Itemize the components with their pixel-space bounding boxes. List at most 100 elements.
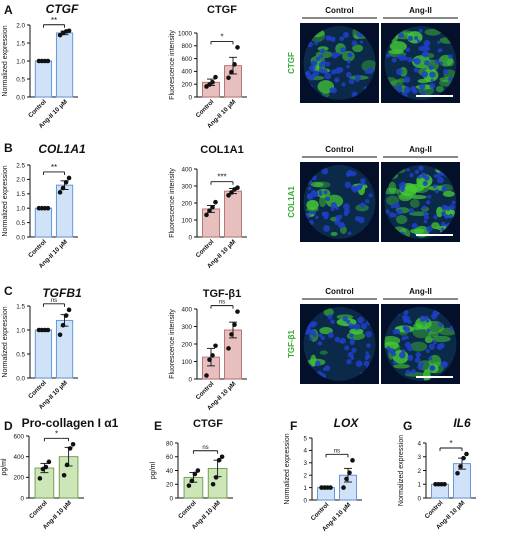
data-point bbox=[64, 462, 70, 468]
nucleus bbox=[309, 336, 313, 341]
nucleus bbox=[409, 173, 414, 178]
y-tick-label: 0 bbox=[188, 234, 192, 241]
nucleus bbox=[411, 369, 416, 374]
category-label: Control bbox=[310, 501, 331, 522]
nucleus bbox=[320, 48, 326, 54]
y-tick-label: 2 bbox=[303, 473, 307, 480]
nucleus bbox=[392, 360, 397, 365]
data-point bbox=[229, 190, 234, 195]
nucleus bbox=[432, 184, 437, 189]
nucleus bbox=[435, 59, 440, 64]
nucleus bbox=[410, 85, 417, 92]
nucleus bbox=[429, 365, 436, 371]
y-tick-label: 800 bbox=[181, 43, 192, 50]
nucleus bbox=[443, 68, 449, 75]
nucleus bbox=[353, 323, 361, 331]
spheroid bbox=[303, 307, 376, 381]
nucleus bbox=[312, 191, 319, 198]
nucleus bbox=[428, 356, 433, 361]
y-axis-label: Normalized expression bbox=[2, 25, 9, 96]
data-point bbox=[210, 204, 215, 210]
data-point bbox=[226, 193, 231, 198]
nucleus bbox=[406, 168, 410, 172]
significance-label: ** bbox=[51, 163, 57, 172]
data-point bbox=[350, 458, 355, 463]
nucleus bbox=[325, 61, 331, 67]
data-point bbox=[216, 457, 222, 463]
nucleus bbox=[447, 77, 453, 82]
stain-blob bbox=[409, 199, 420, 208]
nucleus bbox=[407, 319, 412, 324]
nucleus bbox=[425, 319, 430, 323]
nucleus bbox=[408, 208, 414, 214]
y-tick-label: 1.5 bbox=[16, 40, 25, 47]
y-tick-label: 2.0 bbox=[16, 177, 25, 184]
nucleus bbox=[351, 347, 357, 353]
nucleus bbox=[346, 64, 350, 69]
nucleus bbox=[360, 178, 366, 184]
nucleus bbox=[439, 61, 443, 66]
nucleus bbox=[419, 83, 426, 90]
nucleus bbox=[438, 342, 445, 349]
nucleus bbox=[320, 335, 326, 341]
category-label: Control bbox=[177, 499, 198, 520]
data-point bbox=[60, 322, 66, 328]
data-point bbox=[60, 185, 66, 191]
data-point bbox=[219, 454, 225, 460]
nucleus bbox=[365, 351, 369, 355]
data-point bbox=[235, 185, 240, 190]
y-tick-label: 0.5 bbox=[16, 220, 25, 227]
nucleus bbox=[336, 52, 341, 57]
data-point bbox=[204, 212, 209, 218]
panel-letter-a: A bbox=[4, 3, 13, 17]
y-tick-label: 0 bbox=[20, 495, 24, 502]
nucleus bbox=[334, 77, 340, 83]
data-point bbox=[67, 446, 73, 451]
chart-a1: CTGF 0.0 0.5 1.0 1.5 2.0 Normalized expression… bbox=[2, 2, 79, 130]
nucleus bbox=[317, 341, 323, 346]
nucleus bbox=[391, 351, 397, 357]
nucleus bbox=[339, 36, 345, 41]
y-tick-label: 4 bbox=[417, 440, 421, 447]
nucleus bbox=[412, 58, 417, 62]
significance-label: ns bbox=[219, 300, 225, 306]
stain-label: COL1A1 bbox=[287, 186, 296, 218]
nucleus bbox=[336, 218, 341, 223]
nucleus bbox=[417, 175, 421, 179]
y-tick-label: 400 bbox=[181, 306, 192, 313]
nucleus bbox=[343, 211, 349, 217]
y-tick-label: 2.0 bbox=[16, 22, 25, 29]
nucleus bbox=[342, 316, 348, 322]
y-tick-label: 0 bbox=[169, 495, 173, 502]
y-tick-label: 600 bbox=[181, 56, 192, 63]
nucleus bbox=[337, 66, 344, 73]
stain-blob bbox=[446, 58, 455, 67]
nucleus bbox=[343, 203, 350, 210]
stain-blob bbox=[349, 328, 364, 335]
y-tick-label: 0.0 bbox=[16, 375, 25, 382]
chart-c2: TGF-β1 0 100 200 300 400 Fluorescence intensit… bbox=[169, 288, 247, 412]
data-point bbox=[347, 470, 352, 476]
category-label: Control bbox=[27, 379, 48, 400]
data-point bbox=[229, 69, 234, 75]
stain-blob bbox=[431, 222, 440, 230]
nucleus bbox=[325, 365, 329, 369]
micrograph-column-label: Control bbox=[325, 287, 353, 296]
nucleus bbox=[355, 78, 360, 83]
nucleus bbox=[425, 200, 431, 205]
y-tick-label: 200 bbox=[13, 475, 24, 482]
nucleus bbox=[324, 72, 332, 80]
nucleus bbox=[418, 28, 423, 33]
nucleus bbox=[423, 211, 428, 216]
category-label: Control bbox=[195, 98, 216, 119]
nucleus bbox=[400, 187, 405, 192]
nucleus bbox=[404, 86, 411, 94]
micrograph-column-label: Control bbox=[325, 6, 353, 15]
nucleus bbox=[439, 48, 443, 52]
data-point bbox=[70, 441, 76, 447]
category-label: Control bbox=[424, 499, 445, 520]
chart-title: CTGF bbox=[46, 2, 79, 16]
data-point bbox=[344, 476, 349, 482]
data-point bbox=[210, 353, 215, 358]
stain-blob bbox=[330, 231, 338, 236]
